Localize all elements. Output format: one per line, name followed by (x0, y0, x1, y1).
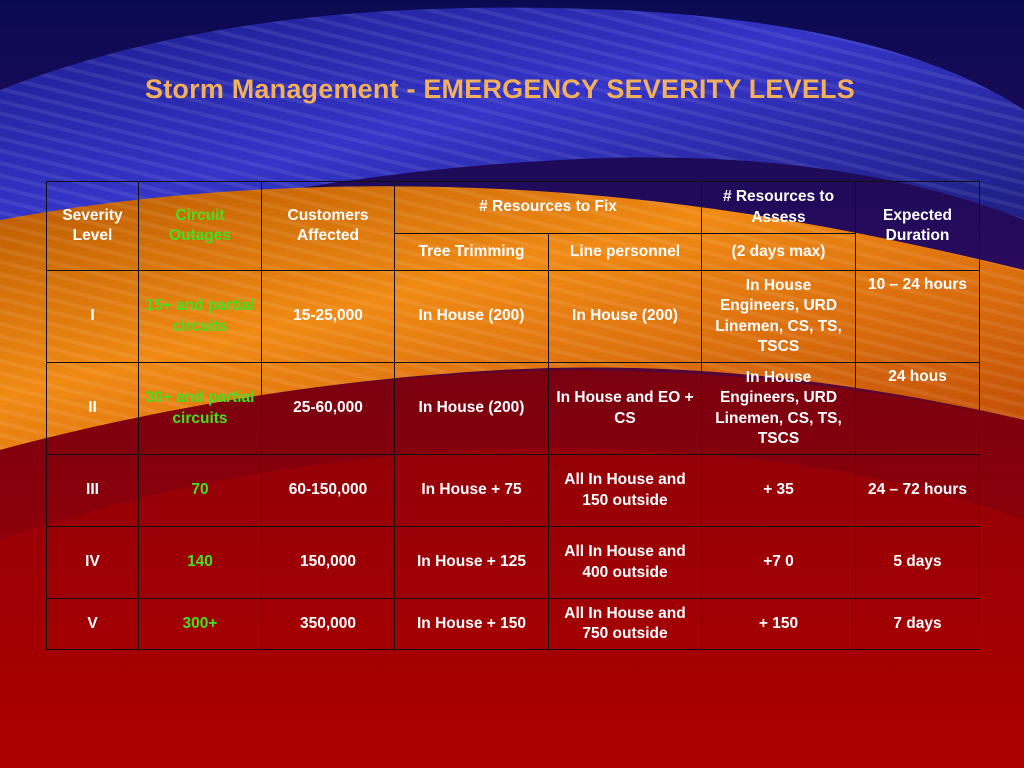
cell-circuit-outages: 15+ and partial circuits (138, 270, 262, 363)
cell-resources-to-assess: In House Engineers, URD Linemen, CS, TS,… (701, 362, 857, 455)
header-circuit-outages: Circuit Outages (138, 181, 262, 271)
header-tree-trimming: Tree Trimming (394, 233, 549, 271)
cell-tree-trimming: In House + 125 (394, 526, 549, 599)
header-resources-to-fix: # Resources to Fix (393, 181, 703, 234)
cell-resources-to-assess: + 35 (701, 454, 857, 527)
cell-circuit-outages: 30+ and partial circuits (138, 362, 262, 455)
cell-tree-trimming: In House (200) (394, 362, 549, 455)
cell-line-personnel: In House (200) (547, 270, 703, 363)
header-customers-affected: Customers Affected (261, 181, 395, 271)
cell-circuit-outages: 300+ (138, 598, 262, 650)
header-resources-to-assess: # Resources to Assess (701, 181, 857, 234)
slide-title: Storm Management - EMERGENCY SEVERITY LE… (145, 74, 855, 104)
cell-expected-duration: 24 – 72 hours (855, 454, 981, 527)
cell-circuit-outages: 140 (138, 526, 262, 599)
cell-customers-affected: 15-25,000 (261, 270, 395, 363)
cell-line-personnel: In House and EO + CS (547, 362, 703, 455)
cell-severity-level: II (46, 362, 139, 455)
cell-line-personnel: All In House and 150 outside (547, 454, 703, 527)
table-row: III 70 60-150,000 In House + 75 All In H… (46, 454, 981, 527)
cell-tree-trimming: In House + 150 (394, 598, 549, 650)
cell-circuit-outages: 70 (138, 454, 262, 527)
severity-levels-table: Severity Level Circuit Outages Customers… (46, 181, 981, 650)
cell-resources-to-assess: +7 0 (701, 526, 857, 599)
cell-expected-duration: 10 – 24 hours (855, 270, 981, 363)
header-expected-duration: Expected Duration (855, 181, 981, 271)
table-row: II 30+ and partial circuits 25-60,000 In… (46, 362, 981, 455)
table-row: V 300+ 350,000 In House + 150 All In Hou… (46, 598, 981, 650)
cell-expected-duration: 7 days (855, 598, 981, 650)
cell-severity-level: V (46, 598, 139, 650)
cell-severity-level: I (46, 270, 139, 363)
table-row: I 15+ and partial circuits 15-25,000 In … (46, 270, 981, 363)
cell-customers-affected: 25-60,000 (261, 362, 395, 455)
cell-customers-affected: 350,000 (261, 598, 395, 650)
header-line-personnel: Line personnel (547, 233, 703, 271)
cell-expected-duration: 5 days (855, 526, 981, 599)
cell-resources-to-assess: + 150 (701, 598, 857, 650)
cell-customers-affected: 150,000 (261, 526, 395, 599)
cell-severity-level: III (46, 454, 139, 527)
cell-customers-affected: 60-150,000 (261, 454, 395, 527)
cell-resources-to-assess: In House Engineers, URD Linemen, CS, TS,… (701, 270, 857, 363)
cell-tree-trimming: In House + 75 (394, 454, 549, 527)
cell-line-personnel: All In House and 750 outside (547, 598, 703, 650)
header-severity-level: Severity Level (46, 181, 139, 271)
header-assess-note: (2 days max) (701, 233, 857, 271)
cell-severity-level: IV (46, 526, 139, 599)
table-header-row: Severity Level Circuit Outages Customers… (46, 181, 981, 271)
table-row: IV 140 150,000 In House + 125 All In Hou… (46, 526, 981, 599)
cell-line-personnel: All In House and 400 outside (547, 526, 703, 599)
cell-tree-trimming: In House (200) (394, 270, 549, 363)
cell-expected-duration: 24 hous (855, 362, 981, 455)
